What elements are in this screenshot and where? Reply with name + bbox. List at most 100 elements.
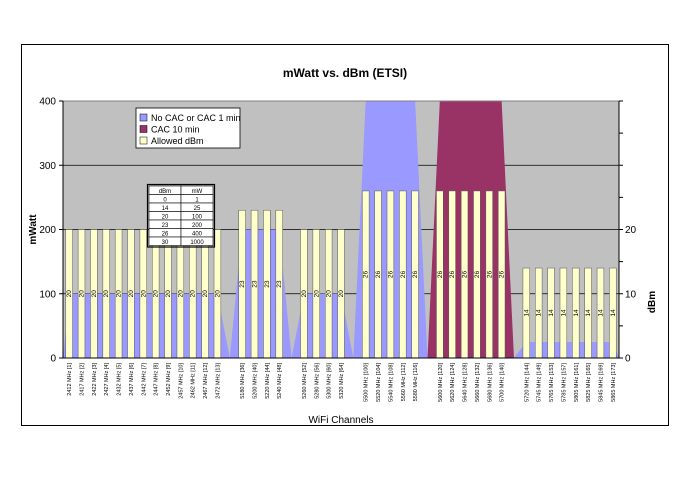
inset-table-value: 1000 (190, 240, 204, 246)
bar-data-label: 20 (326, 290, 333, 298)
bar-data-label: 14 (610, 309, 617, 317)
x-tick-label: 2472 MHz [13] (215, 363, 221, 399)
inset-table-value: 100 (192, 214, 203, 220)
x-tick-label: 5745 MHz [149] (537, 363, 543, 402)
bar-data-label: 26 (412, 270, 419, 278)
bar-data-label: 14 (560, 309, 567, 317)
x-tick-label: 2467 MHz [12] (203, 363, 209, 399)
inset-table-value: 25 (194, 206, 201, 212)
bar-data-label: 14 (548, 309, 555, 317)
bar-data-label: 26 (474, 270, 481, 278)
x-tick-label: 5785 MHz [157] (561, 363, 567, 402)
bar-data-label: 20 (66, 290, 73, 298)
y-tick-label-right: 10 (625, 289, 637, 300)
x-tick-label: 2457 MHz [10] (178, 363, 184, 399)
x-tick-label: 2452 MHz [9] (166, 363, 172, 396)
inset-table-value: 26 (162, 231, 169, 237)
bar-data-label: 23 (264, 280, 271, 288)
bar-data-label: 26 (499, 270, 506, 278)
x-tick-label: 5280 MHz [56] (314, 363, 320, 399)
y-axis-title-right: dBm (647, 291, 658, 313)
x-tick-label: 5560 MHz [112] (401, 363, 407, 402)
y-tick-label-right: 0 (625, 354, 631, 365)
x-tick-label: 5700 MHz [140] (500, 363, 506, 402)
x-tick-label: 5300 MHz [60] (327, 363, 333, 399)
inset-table-value: 14 (162, 206, 169, 212)
bar-data-label: 26 (437, 270, 444, 278)
inset-table-value: 400 (192, 231, 203, 237)
bar-data-label: 14 (573, 309, 580, 317)
bar-data-label: 26 (363, 270, 370, 278)
x-tick-label: 5660 MHz [132] (475, 363, 481, 402)
bar-data-label: 14 (585, 309, 592, 317)
bar-data-label: 26 (449, 270, 456, 278)
y-tick-label-left: 100 (39, 289, 56, 300)
bar-data-label: 20 (128, 290, 135, 298)
bar-data-label: 20 (313, 290, 320, 298)
x-tick-label: 2422 MHz [3] (92, 363, 98, 396)
inset-table-border (146, 183, 216, 248)
bar-data-label: 14 (597, 309, 604, 317)
bar-data-label: 26 (387, 270, 394, 278)
x-tick-label: 5600 MHz [120] (438, 363, 444, 402)
x-tick-label: 2432 MHz [5] (117, 363, 123, 396)
x-tick-label: 5640 MHz [128] (463, 363, 469, 402)
x-tick-label: 5200 MHz [40] (253, 363, 259, 399)
bar-data-label: 23 (239, 280, 246, 288)
bar-data-label: 20 (214, 290, 221, 298)
x-tick-label: 5805 MHz [161] (574, 363, 580, 402)
bar-data-label: 20 (103, 290, 110, 298)
x-tick-label: 2442 MHz [7] (141, 363, 147, 396)
y-tick-label-left: 300 (39, 161, 56, 172)
y-tick-label-left: 200 (39, 225, 56, 236)
bar-data-label: 20 (91, 290, 98, 298)
inset-table-value: 0 (163, 197, 167, 203)
inset-table-value: 20 (162, 214, 169, 220)
y-tick-label-left: 400 (39, 97, 56, 108)
x-tick-label: 5180 MHz [36] (240, 363, 246, 399)
bar-data-label: 20 (190, 290, 197, 298)
x-tick-label: 5220 MHz [44] (265, 363, 271, 399)
inset-table-value: 1 (195, 197, 199, 203)
bar-data-label: 26 (462, 270, 469, 278)
x-tick-label: 2447 MHz [8] (154, 363, 160, 396)
bar-data-label: 20 (177, 290, 184, 298)
bar-data-label: 20 (338, 290, 345, 298)
bar-data-label: 26 (375, 270, 382, 278)
x-tick-label: 2437 MHz [6] (129, 363, 135, 396)
x-tick-label: 2417 MHz [2] (80, 363, 86, 396)
inset-table-value: 23 (162, 223, 169, 229)
x-tick-label: 2427 MHz [4] (104, 363, 110, 396)
legend-swatch (139, 136, 148, 145)
x-tick-label: 5580 MHz [116] (413, 363, 419, 402)
y-tick-label-right: 20 (625, 225, 637, 236)
bar-data-label: 20 (79, 290, 86, 298)
bar-data-label: 14 (536, 309, 543, 317)
y-tick-label-left: 0 (50, 354, 56, 365)
bar-data-label: 14 (523, 309, 530, 317)
x-tick-label: 5500 MHz [100] (364, 363, 370, 402)
inset-table-header: dBm (159, 189, 171, 195)
bar-data-label: 20 (140, 290, 147, 298)
x-tick-label: 2462 MHz [11] (191, 363, 197, 399)
bar-data-label: 26 (486, 270, 493, 278)
x-tick-label: 2412 MHz [1] (67, 363, 73, 396)
bar-data-label: 20 (165, 290, 172, 298)
x-tick-label: 5240 MHz [48] (277, 363, 283, 399)
bar-data-label: 20 (202, 290, 209, 298)
legend-label: CAC 10 min (151, 125, 200, 135)
x-axis-title: WiFi Channels (308, 415, 373, 426)
x-tick-label: 5825 MHz [165] (586, 363, 592, 402)
y-axis-title-left: mWatt (28, 214, 39, 245)
inset-table-cell (180, 236, 214, 246)
x-tick-label: 5845 MHz [169] (598, 363, 604, 402)
inset-table-header: mW (192, 189, 203, 195)
legend-swatch (139, 113, 148, 122)
x-tick-label: 5865 MHz [173] (611, 363, 617, 402)
bar-data-label: 20 (116, 290, 123, 298)
bar-data-label: 23 (252, 280, 259, 288)
x-tick-label: 5620 MHz [124] (450, 363, 456, 402)
chart-title: mWatt vs. dBm (ETSI) (283, 66, 407, 80)
inset-table-value: 30 (162, 240, 169, 246)
